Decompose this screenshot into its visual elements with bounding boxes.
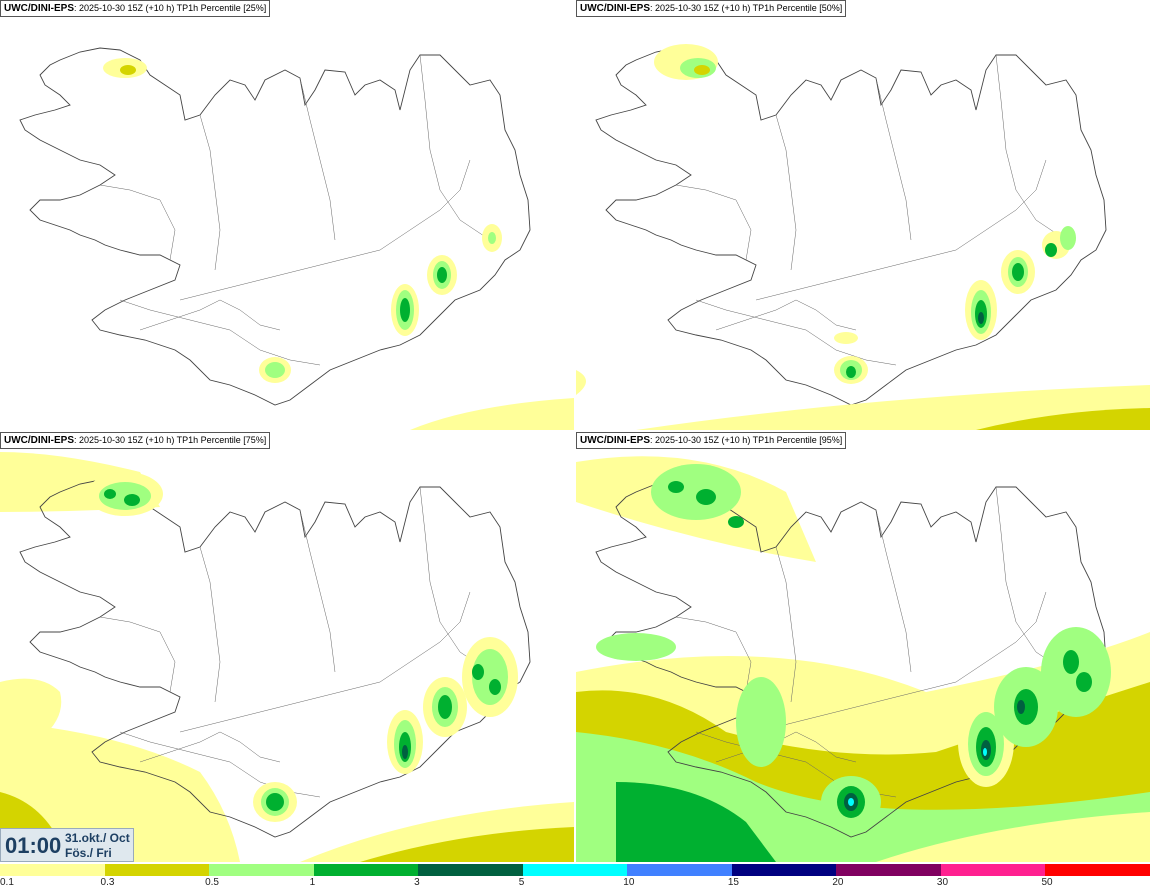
legend-tick-label: 30 bbox=[936, 877, 949, 888]
panel-title: UWC/DINI-EPS: 2025-10-30 15Z (+10 h) TP1… bbox=[0, 432, 271, 449]
map-p95 bbox=[576, 456, 1150, 862]
legend-swatch bbox=[313, 864, 419, 876]
legend-swatch bbox=[522, 864, 628, 876]
legend-swatch bbox=[836, 864, 941, 876]
valid-date-line1: 31.okt./ Oct bbox=[65, 831, 130, 845]
panel-title: UWC/DINI-EPS: 2025-10-30 15Z (+10 h) TP1… bbox=[0, 0, 271, 17]
model-name: UWC/DINI-EPS bbox=[580, 3, 650, 14]
map-p25 bbox=[19, 47, 574, 430]
legend-swatch bbox=[104, 864, 210, 876]
product-name: TP1h Percentile [25%] bbox=[176, 3, 267, 13]
legend-tick-label: 3 bbox=[414, 877, 420, 888]
valid-time: 01:00 bbox=[5, 833, 62, 858]
color-legend: 0.1 0.3 0.5 1 3 5 10 15 20 30 50 bbox=[0, 862, 1150, 891]
valid-time-box: 01:00 31.okt./ Oct Fös./ Fri bbox=[0, 828, 134, 862]
legend-swatch bbox=[209, 864, 314, 876]
model-name: UWC/DINI-EPS bbox=[580, 435, 650, 446]
model-name: UWC/DINI-EPS bbox=[4, 3, 74, 14]
legend-tick-label: 0.1 bbox=[0, 877, 14, 888]
map-panel-p75: UWC/DINI-EPS: 2025-10-30 15Z (+10 h) TP1… bbox=[0, 432, 574, 862]
panel-divider-horizontal bbox=[0, 430, 1150, 432]
product-name: TP1h Percentile [95%] bbox=[752, 435, 843, 445]
legend-swatch bbox=[0, 864, 105, 876]
panel-title: UWC/DINI-EPS: 2025-10-30 15Z (+10 h) TP1… bbox=[576, 432, 847, 449]
run-info: : 2025-10-30 15Z (+10 h) bbox=[74, 435, 175, 445]
legend-swatch bbox=[731, 864, 837, 876]
legend-tick-label: 1 bbox=[309, 877, 316, 888]
map-panel-p95: UWC/DINI-EPS: 2025-10-30 15Z (+10 h) TP1… bbox=[576, 432, 1150, 862]
legend-tick-label: 0.5 bbox=[205, 877, 219, 888]
run-info: : 2025-10-30 15Z (+10 h) bbox=[650, 3, 751, 13]
map-p50 bbox=[576, 44, 1150, 430]
legend-tick-label: 20 bbox=[832, 877, 844, 888]
product-name: TP1h Percentile [75%] bbox=[176, 435, 267, 445]
legend-swatch bbox=[418, 864, 523, 876]
legend-tick-label: 50 bbox=[1041, 877, 1053, 888]
run-info: : 2025-10-30 15Z (+10 h) bbox=[650, 435, 751, 445]
legend-swatch bbox=[627, 864, 732, 876]
map-panel-p25: UWC/DINI-EPS: 2025-10-30 15Z (+10 h) TP1… bbox=[0, 0, 574, 430]
valid-date-line2: Fös./ Fri bbox=[65, 846, 112, 860]
model-name: UWC/DINI-EPS bbox=[4, 435, 74, 446]
legend-tick-label: 5 bbox=[518, 877, 525, 888]
run-info: : 2025-10-30 15Z (+10 h) bbox=[74, 3, 175, 13]
panel-title: UWC/DINI-EPS: 2025-10-30 15Z (+10 h) TP1… bbox=[576, 0, 847, 17]
legend-tick-label: 0.3 bbox=[100, 877, 115, 888]
legend-tick-label: 10 bbox=[623, 877, 635, 888]
legend-swatch bbox=[940, 864, 1046, 876]
legend-swatch bbox=[1045, 864, 1150, 876]
map-panel-p50: UWC/DINI-EPS: 2025-10-30 15Z (+10 h) TP1… bbox=[576, 0, 1150, 430]
legend-tick-label: 15 bbox=[727, 877, 739, 888]
map-p75 bbox=[0, 452, 574, 862]
product-name: TP1h Percentile [50%] bbox=[752, 3, 843, 13]
